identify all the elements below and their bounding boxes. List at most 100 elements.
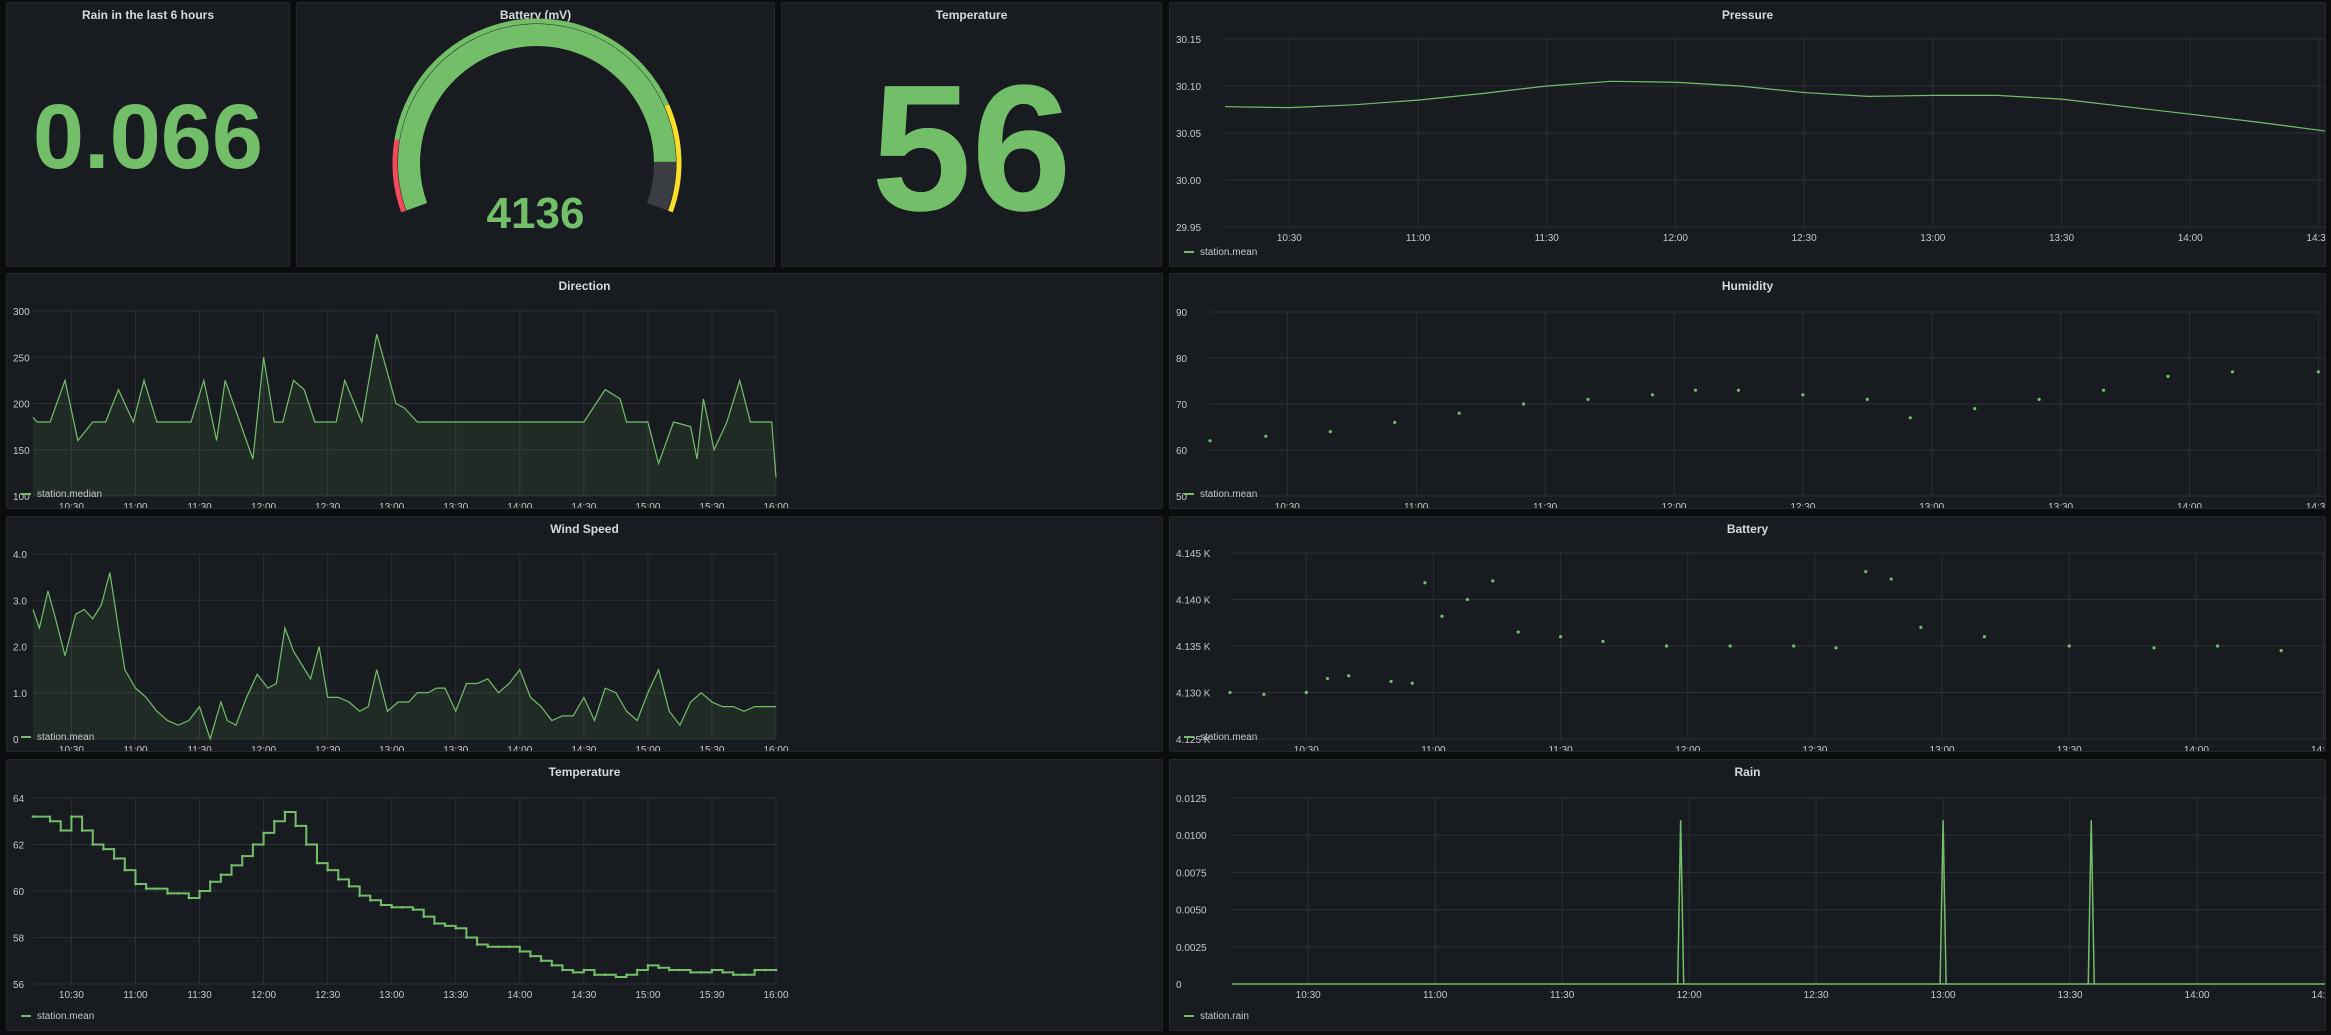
data-point bbox=[1792, 644, 1796, 648]
y-tick-label: 4.130 K bbox=[1176, 689, 1211, 700]
data-point bbox=[571, 971, 575, 974]
x-tick-label: 13:30 bbox=[2048, 502, 2073, 508]
panel-title: Humidity bbox=[1721, 279, 1774, 293]
data-point bbox=[1801, 393, 1805, 397]
data-point bbox=[689, 971, 692, 974]
data-point bbox=[518, 950, 522, 953]
data-point bbox=[1208, 439, 1212, 443]
data-point bbox=[411, 908, 415, 911]
data-point bbox=[358, 894, 361, 897]
x-tick-label: 13:00 bbox=[1920, 233, 1945, 244]
y-tick-label: 70 bbox=[1176, 400, 1188, 411]
data-point bbox=[134, 882, 137, 886]
data-point bbox=[1328, 430, 1332, 434]
temperature-stat-panel[interactable]: Temperature 56 bbox=[781, 2, 1162, 267]
x-tick-label: 14:00 bbox=[2185, 990, 2210, 1001]
x-tick-label: 13:00 bbox=[1919, 502, 1944, 508]
data-point bbox=[764, 968, 767, 972]
x-tick-label: 14:00 bbox=[2184, 745, 2209, 751]
y-tick-label: 29.95 bbox=[1176, 223, 1201, 234]
x-tick-label: 11:00 bbox=[1404, 502, 1429, 508]
legend-label: station.mean bbox=[37, 1011, 95, 1022]
x-tick-label: 16:00 bbox=[763, 990, 788, 1001]
y-tick-label: 50 bbox=[1176, 492, 1188, 503]
series-line bbox=[32, 572, 776, 742]
data-point bbox=[401, 905, 404, 909]
data-point bbox=[1457, 411, 1461, 415]
temperature-chart-panel[interactable]: 64 62 60 58 56 10:30 11:00 11:30 12:00 12:30 13:00… bbox=[6, 759, 1163, 1031]
data-point bbox=[1389, 679, 1393, 683]
x-tick-label: 14:00 bbox=[507, 502, 532, 508]
y-tick-label: 30.00 bbox=[1176, 176, 1201, 187]
battery-gauge bbox=[392, 18, 682, 213]
data-point bbox=[198, 889, 201, 893]
battery-gauge-panel[interactable]: Battery (mV) 4136 bbox=[296, 2, 775, 267]
data-point bbox=[2067, 644, 2071, 648]
x-tick-label: 13:00 bbox=[1930, 745, 1955, 751]
legend[interactable]: station.mean bbox=[1184, 732, 1257, 743]
data-point bbox=[326, 868, 329, 872]
x-tick-label: 14:30 bbox=[571, 990, 596, 1001]
data-point bbox=[1559, 635, 1563, 639]
legend-label: station.rain bbox=[1200, 1011, 1249, 1022]
panel-title: Wind Speed bbox=[550, 522, 619, 536]
x-tick-label: 12:00 bbox=[1661, 502, 1686, 508]
data-point bbox=[1601, 639, 1605, 643]
x-tick-label: 13:30 bbox=[2049, 233, 2074, 244]
legend[interactable]: station.mean bbox=[1184, 489, 1257, 500]
direction-panel[interactable]: 300 250 200 150 100 10:30 11:00 11:30 12:00 12:30… bbox=[6, 273, 1163, 509]
data-point bbox=[1325, 676, 1330, 681]
legend[interactable]: station.rain bbox=[1184, 1011, 1249, 1022]
temperature-value: 56 bbox=[871, 48, 1072, 249]
legend[interactable]: station.mean bbox=[1184, 247, 1257, 258]
x-tick-label: 12:30 bbox=[315, 502, 340, 508]
data-point bbox=[2316, 370, 2320, 374]
humidity-panel[interactable]: 90 80 70 60 50 10:30 11:00 11:30 12:00 12:30 13:00… bbox=[1169, 273, 2326, 509]
y-tick-label: 4.125 K bbox=[1176, 735, 1211, 746]
x-tick-label: 14:00 bbox=[507, 745, 532, 751]
pressure-panel[interactable]: 30.15 30.10 30.05 30.00 29.95 10:30 11:00 11:30… bbox=[1169, 2, 2326, 267]
humidity-chart: 90 80 70 60 50 10:30 11:00 11:30 12:00 12:30 13:00… bbox=[1176, 308, 2325, 508]
legend[interactable]: station.mean bbox=[21, 1011, 94, 1022]
x-tick-label: 11:30 bbox=[1548, 745, 1573, 751]
panel-title: Rain bbox=[1734, 765, 1761, 779]
data-point bbox=[593, 973, 596, 976]
data-point bbox=[2101, 388, 2106, 392]
y-tick-label: 0.0025 bbox=[1176, 943, 1207, 954]
legend[interactable]: station.mean bbox=[21, 732, 94, 743]
x-tick-label: 13:00 bbox=[379, 502, 404, 508]
battery-panel[interactable]: 4.145 K 4.140 K 4.135 K 4.130 K 4.125 K 10:30… bbox=[1169, 516, 2326, 752]
x-tick-label: 13:30 bbox=[443, 990, 468, 1001]
x-tick-label: 11:00 bbox=[1406, 233, 1431, 244]
wind-speed-panel[interactable]: 4.0 3.0 2.0 1.0 0 10:30 11:00 11:30 12:00 12:30 13… bbox=[6, 516, 1163, 752]
data-point bbox=[304, 843, 308, 846]
x-tick-label: 15:30 bbox=[699, 990, 724, 1001]
data-point bbox=[582, 968, 586, 972]
y-tick-label: 60 bbox=[13, 887, 25, 898]
x-tick-label: 14:30 bbox=[571, 745, 596, 751]
x-tick-label: 13:00 bbox=[1931, 990, 1956, 1001]
data-point bbox=[283, 810, 287, 814]
rain-6h-panel[interactable]: Rain in the last 6 hours 0.066 bbox=[6, 2, 290, 267]
x-tick-label: 16:00 bbox=[763, 745, 788, 751]
data-point bbox=[1982, 635, 1987, 639]
data-point bbox=[646, 964, 650, 967]
legend[interactable]: station.median bbox=[21, 489, 102, 500]
rain-panel[interactable]: 0.0125 0.0100 0.0075 0.0050 0.0025 0 10:30 11:0… bbox=[1169, 759, 2326, 1031]
data-point bbox=[678, 968, 682, 972]
x-tick-label: 16:00 bbox=[763, 502, 788, 508]
data-point bbox=[2037, 397, 2041, 401]
y-tick-label: 64 bbox=[13, 794, 25, 805]
y-tick-label: 30.10 bbox=[1176, 82, 1201, 93]
panel-title: Battery (mV) bbox=[499, 8, 572, 22]
panel-title: Battery bbox=[1726, 522, 1769, 536]
data-point bbox=[454, 926, 458, 930]
data-point bbox=[475, 943, 479, 946]
data-point bbox=[561, 968, 564, 972]
data-point bbox=[1393, 420, 1397, 424]
data-point bbox=[2279, 649, 2283, 653]
y-tick-label: 80 bbox=[1176, 354, 1188, 365]
x-tick-label: 14:00 bbox=[2178, 233, 2203, 244]
x-tick-label: 10:30 bbox=[1277, 233, 1302, 244]
data-point bbox=[635, 968, 639, 972]
